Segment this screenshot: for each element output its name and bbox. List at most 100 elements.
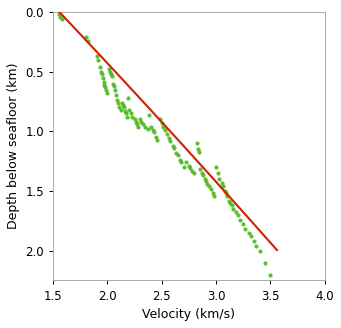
Point	[216, 171, 221, 176]
Point	[257, 248, 262, 253]
Point	[98, 69, 104, 74]
Point	[251, 238, 257, 244]
Point	[104, 87, 109, 92]
Point	[178, 157, 183, 163]
Point	[59, 16, 64, 22]
Point	[230, 203, 235, 208]
Point	[195, 147, 201, 152]
Point	[125, 95, 131, 100]
Point	[110, 81, 116, 86]
Point	[211, 193, 217, 198]
Point	[57, 14, 62, 19]
Point	[170, 143, 175, 148]
Point	[121, 105, 127, 110]
Point	[192, 171, 197, 176]
Point	[187, 166, 193, 171]
Point	[116, 100, 121, 105]
Point	[227, 200, 233, 206]
Point	[201, 173, 206, 178]
Point	[155, 137, 160, 142]
Point	[199, 171, 205, 176]
Point	[223, 191, 228, 196]
Point	[94, 53, 99, 59]
Point	[83, 34, 88, 40]
Point	[129, 111, 134, 116]
Point	[107, 69, 113, 74]
Point	[150, 128, 156, 133]
Point	[206, 184, 211, 189]
Point	[135, 124, 140, 129]
Point	[175, 153, 181, 158]
Point	[143, 124, 148, 129]
Point	[205, 181, 210, 186]
Point	[213, 164, 219, 170]
Point	[109, 74, 115, 79]
Point	[160, 124, 166, 129]
Point	[103, 85, 108, 90]
Point	[194, 141, 199, 146]
Point	[246, 230, 251, 236]
X-axis label: Velocity (km/s): Velocity (km/s)	[143, 308, 235, 321]
Point	[133, 119, 138, 124]
Point	[140, 121, 146, 127]
Point	[208, 186, 213, 191]
Point	[108, 72, 114, 77]
Point	[100, 75, 106, 80]
Point	[240, 222, 246, 227]
Point	[102, 82, 107, 87]
Point	[112, 87, 118, 92]
Point	[173, 150, 179, 155]
Point	[102, 80, 107, 85]
Point	[224, 193, 230, 198]
Point	[220, 184, 225, 189]
Point	[119, 100, 124, 105]
Point	[181, 164, 186, 170]
Point	[145, 126, 150, 132]
Point	[268, 272, 273, 277]
Point	[190, 168, 195, 173]
Point	[159, 120, 164, 126]
Point	[122, 108, 128, 113]
Point	[219, 180, 224, 185]
Point	[95, 57, 100, 62]
Point	[235, 212, 240, 217]
Point	[226, 198, 232, 203]
Point	[196, 149, 202, 154]
Point	[162, 128, 168, 133]
Point	[117, 105, 122, 110]
Point	[183, 160, 189, 165]
Point	[118, 107, 123, 113]
Point	[186, 163, 192, 169]
Point	[105, 91, 110, 96]
Point	[197, 167, 203, 172]
Point	[222, 188, 227, 194]
Point	[248, 234, 254, 239]
Point	[243, 227, 248, 232]
Point	[168, 138, 173, 143]
Point	[115, 98, 120, 103]
Point	[164, 131, 170, 136]
Point	[254, 243, 259, 249]
Point	[217, 176, 222, 182]
Point	[157, 117, 162, 122]
Point	[146, 112, 151, 117]
Point	[132, 117, 137, 122]
Point	[171, 145, 176, 151]
Point	[148, 124, 154, 129]
Point	[97, 64, 103, 70]
Point	[210, 191, 216, 196]
Point	[134, 121, 139, 127]
Point	[123, 111, 129, 116]
Point	[124, 114, 130, 120]
Point	[167, 136, 172, 141]
Point	[179, 160, 184, 165]
Point	[127, 107, 132, 113]
Point	[137, 117, 143, 122]
Point	[85, 38, 91, 43]
Point	[151, 130, 157, 135]
Point	[56, 12, 61, 17]
Point	[106, 67, 111, 72]
Point	[233, 210, 238, 215]
Point	[111, 83, 117, 89]
Point	[203, 176, 208, 182]
